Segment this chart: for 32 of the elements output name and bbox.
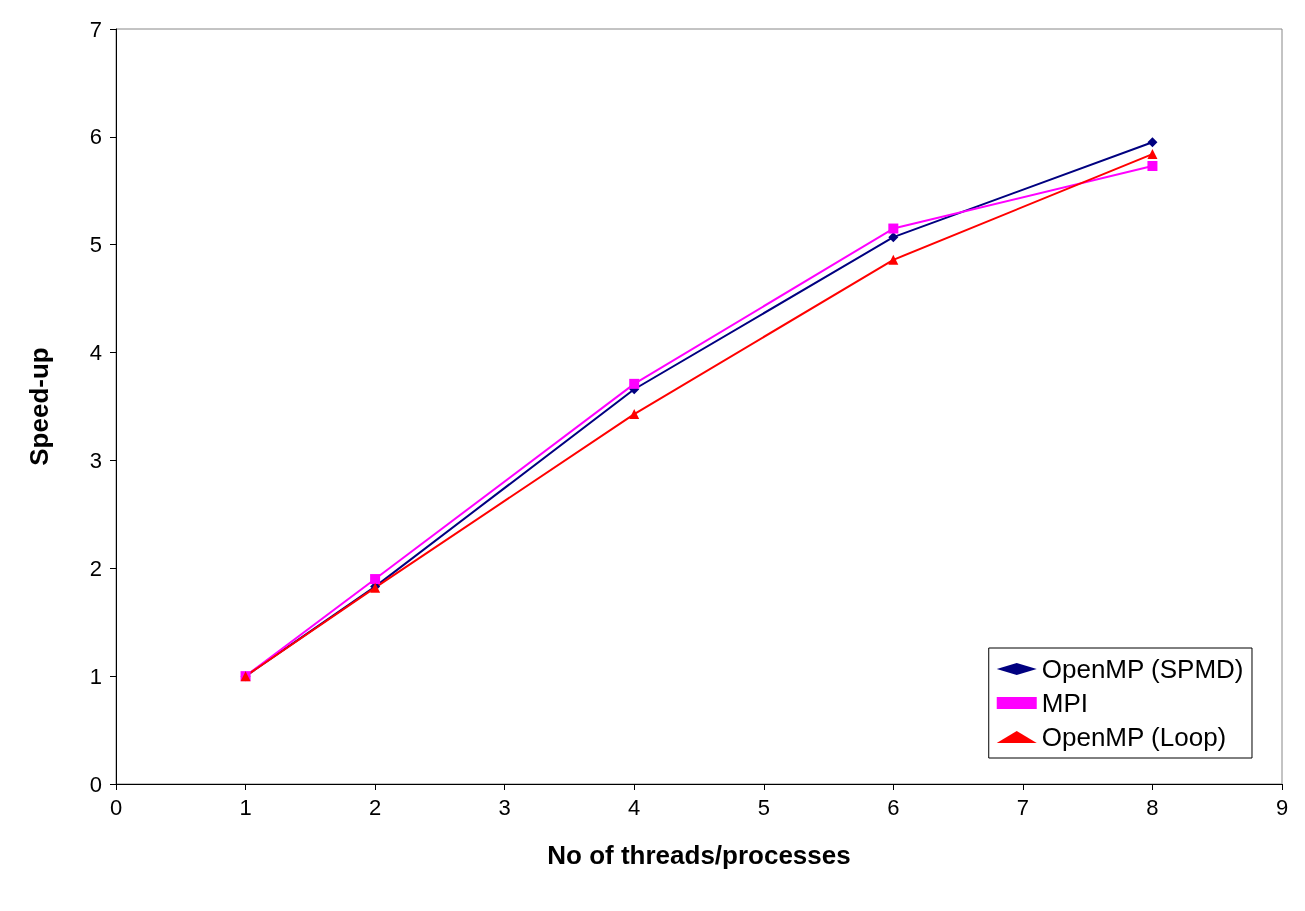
x-tick-label: 1 <box>239 794 252 820</box>
point <box>1147 137 1158 148</box>
x-tick-label: 0 <box>109 794 123 820</box>
point <box>370 574 381 585</box>
y-tick-label: 4 <box>89 340 102 366</box>
x-tick-label: 4 <box>628 794 641 820</box>
point <box>888 254 899 265</box>
legend-label: OpenMP (SPMD) <box>1041 654 1244 684</box>
x-axis-title: No of threads/processes <box>547 840 851 870</box>
x-tick-label: 5 <box>757 794 770 820</box>
y-tick-label: 5 <box>89 232 102 258</box>
y-tick-label: 3 <box>89 447 102 473</box>
point <box>888 223 899 234</box>
x-tick-label: 9 <box>1275 794 1289 820</box>
x-tick-label: 3 <box>498 794 511 820</box>
x-tick-label: 6 <box>887 794 900 820</box>
point <box>888 232 899 243</box>
y-tick-label: 2 <box>89 555 102 581</box>
y-tick-label: 7 <box>89 16 102 42</box>
legend-label: OpenMP (Loop) <box>1041 722 1227 752</box>
point <box>1147 160 1158 171</box>
point <box>1147 149 1158 160</box>
y-axis-title: Speed-up <box>24 347 54 466</box>
point <box>629 378 640 389</box>
legend-label: MPI <box>1041 688 1088 718</box>
x-tick-label: 8 <box>1146 794 1159 820</box>
x-tick-label: 7 <box>1016 794 1030 820</box>
y-tick-label: 1 <box>89 663 102 689</box>
y-tick-label: 0 <box>89 771 102 797</box>
point <box>629 409 640 420</box>
y-tick-label: 6 <box>89 124 102 150</box>
x-tick-label: 2 <box>368 794 382 820</box>
